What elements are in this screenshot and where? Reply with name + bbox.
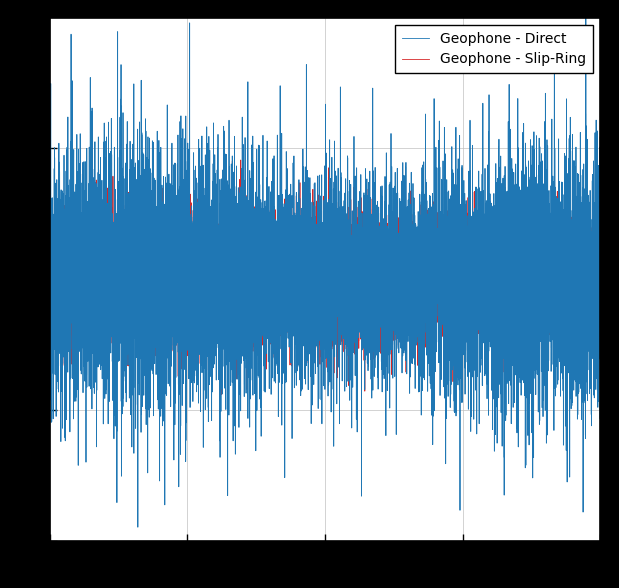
- Geophone - Slip-Ring: [154, 250, 161, 258]
- Geophone - Slip-Ring: [48, 283, 56, 290]
- Line: Geophone - Slip-Ring: Geophone - Slip-Ring: [50, 148, 600, 395]
- Geophone - Direct: [597, 232, 604, 239]
- Geophone - Direct: [48, 259, 56, 266]
- Geophone - Slip-Ring: [69, 239, 76, 246]
- Geophone - Direct: [134, 524, 142, 531]
- Geophone - Slip-Ring: [315, 285, 322, 292]
- Geophone - Direct: [568, 396, 575, 403]
- Geophone - Direct: [69, 345, 76, 352]
- Legend: Geophone - Direct, Geophone - Slip-Ring: Geophone - Direct, Geophone - Slip-Ring: [394, 25, 594, 74]
- Geophone - Slip-Ring: [597, 190, 604, 197]
- Geophone - Direct: [46, 288, 53, 295]
- Geophone - Slip-Ring: [79, 304, 86, 311]
- Line: Geophone - Direct: Geophone - Direct: [50, 14, 600, 527]
- Geophone - Slip-Ring: [46, 215, 53, 222]
- Geophone - Direct: [582, 11, 589, 18]
- Geophone - Slip-Ring: [168, 145, 175, 152]
- Geophone - Direct: [315, 226, 322, 233]
- Geophone - Slip-Ring: [218, 391, 225, 398]
- Geophone - Direct: [154, 200, 162, 207]
- Geophone - Direct: [79, 293, 86, 300]
- Geophone - Slip-Ring: [568, 213, 575, 220]
